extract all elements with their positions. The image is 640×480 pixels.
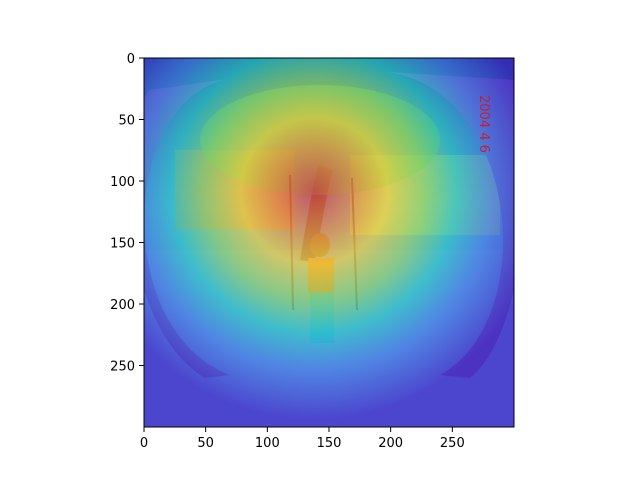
date-stamp-text: 2004 4 6 bbox=[476, 95, 491, 153]
x-tick-label: 250 bbox=[440, 436, 465, 451]
y-axis: 0 50 100 150 200 250 bbox=[110, 52, 144, 375]
y-tick-label: 100 bbox=[110, 175, 135, 190]
y-tick-label: 250 bbox=[110, 360, 135, 375]
y-tick-label: 0 bbox=[127, 52, 135, 67]
y-tick-label: 150 bbox=[110, 237, 135, 252]
x-tick-label: 200 bbox=[378, 436, 403, 451]
x-tick-label: 0 bbox=[140, 436, 148, 451]
photo-area: 2004 4 6 bbox=[144, 58, 514, 427]
x-tick-label: 100 bbox=[255, 436, 280, 451]
x-tick-label: 150 bbox=[317, 436, 342, 451]
y-tick-label: 50 bbox=[118, 114, 135, 129]
x-axis: 0 50 100 150 200 250 bbox=[140, 427, 465, 451]
x-tick-label: 50 bbox=[197, 436, 214, 451]
y-tick-label: 200 bbox=[110, 298, 135, 313]
